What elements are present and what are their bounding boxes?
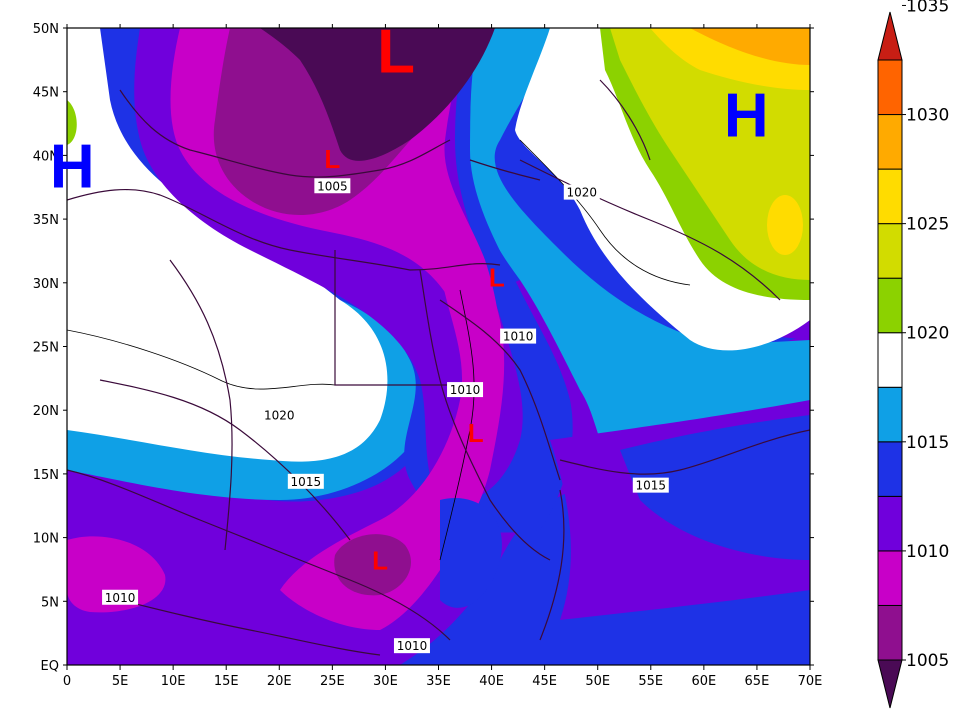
isobar-label: 1010 xyxy=(397,639,428,653)
colorbar-swatch xyxy=(878,115,902,170)
isobar-label: 1010 xyxy=(503,330,534,344)
colorbar-label: 1005 xyxy=(906,651,949,671)
lon-tick-label: 65E xyxy=(745,674,770,689)
lon-tick-label: 50E xyxy=(585,674,610,689)
isobar-label: 1005 xyxy=(317,179,348,193)
colorbar-swatch xyxy=(878,442,902,497)
lat-tick-label: EQ xyxy=(41,659,59,674)
lon-tick-label: 55E xyxy=(638,674,663,689)
lon-tick-label: 25E xyxy=(320,674,345,689)
lon-tick-label: 45E xyxy=(532,674,557,689)
isobar-label: 1010 xyxy=(450,383,481,397)
colorbar-swatch xyxy=(878,605,902,660)
lon-tick-label: 0 xyxy=(63,674,71,689)
colorbar-label: 1030 xyxy=(906,106,949,126)
map-plot-area xyxy=(67,28,810,665)
lon-tick-label: 40E xyxy=(479,674,504,689)
isobar-label: 1010 xyxy=(105,591,136,605)
lon-tick-label: 30E xyxy=(373,674,398,689)
colorbar-label: 1015 xyxy=(906,433,949,453)
colorbar-swatch xyxy=(878,278,902,333)
lat-tick-label: 20N xyxy=(33,404,59,419)
lat-tick-label: 45N xyxy=(33,86,59,101)
colorbar: 1005 1010 1015 1020 1025 1030 1035 xyxy=(878,0,949,708)
pressure-field-1027-patch xyxy=(767,195,803,255)
colorbar-swatch xyxy=(878,169,902,224)
low-pressure-center: L xyxy=(372,545,388,575)
lat-tick-label: 50N xyxy=(33,22,59,37)
lon-tick-label: 5E xyxy=(112,674,129,689)
low-pressure-center: L xyxy=(377,18,415,87)
lat-tick-label: 35N xyxy=(33,213,59,228)
high-pressure-center: H xyxy=(724,81,769,150)
lat-tick-label: 5N xyxy=(41,595,59,610)
colorbar-swatch xyxy=(878,387,902,442)
colorbar-label: 1010 xyxy=(906,542,949,562)
colorbar-swatch xyxy=(878,551,902,606)
lon-tick-label: 20E xyxy=(267,674,292,689)
lon-tick-label: 60E xyxy=(691,674,716,689)
low-pressure-center: L xyxy=(324,144,340,174)
isobar-label: 1020 xyxy=(264,409,295,423)
low-pressure-center: L xyxy=(489,263,505,293)
lat-tick-label: 30N xyxy=(33,277,59,292)
isobar-label: 1015 xyxy=(291,475,322,489)
isobar-label: 1020 xyxy=(567,186,598,200)
colorbar-max-triangle xyxy=(878,12,902,60)
lat-tick-label: 25N xyxy=(33,341,59,356)
low-pressure-center: L xyxy=(468,418,484,448)
colorbar-label: 1035 xyxy=(906,0,949,16)
lon-tick-label: 70E xyxy=(798,674,823,689)
lon-tick-label: 10E xyxy=(161,674,186,689)
colorbar-swatch xyxy=(878,333,902,388)
lon-tick-label: 15E xyxy=(214,674,239,689)
colorbar-label: 1020 xyxy=(906,324,949,344)
lon-tick-label: 35E xyxy=(426,674,451,689)
isobar-label: 1015 xyxy=(636,479,667,493)
colorbar-min-triangle xyxy=(878,660,902,708)
colorbar-swatch xyxy=(878,496,902,551)
lat-tick-label: 15N xyxy=(33,468,59,483)
high-pressure-center: H xyxy=(50,132,95,201)
colorbar-label: 1025 xyxy=(906,215,949,235)
lat-tick-label: 10N xyxy=(33,532,59,547)
colorbar-swatch xyxy=(878,60,902,115)
colorbar-swatch xyxy=(878,224,902,279)
